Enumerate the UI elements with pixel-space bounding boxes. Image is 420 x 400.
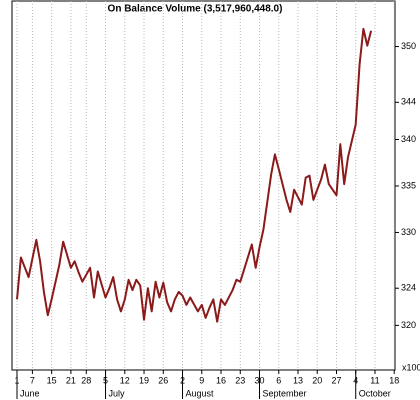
x-tick-label: 28 xyxy=(81,375,91,385)
month-label: October xyxy=(359,388,391,398)
y-tick-label: 330 xyxy=(401,227,416,237)
y-tick-label: 320 xyxy=(401,320,416,330)
x-tick-label: 12 xyxy=(120,375,130,385)
y-unit: x100 xyxy=(402,362,420,372)
x-tick-label: 16 xyxy=(216,375,226,385)
x-tick-label: 11 xyxy=(370,375,379,385)
data-line xyxy=(16,27,373,323)
x-tick-label: 19 xyxy=(139,375,149,385)
y-tick-label: 340 xyxy=(401,134,416,144)
x-tick-label: 27 xyxy=(331,375,341,385)
x-tick-label: 6 xyxy=(276,375,281,385)
y-tick-label: 350 xyxy=(401,41,416,51)
x-tick-label: 18 xyxy=(389,375,399,385)
month-label: September xyxy=(263,388,307,398)
month-label: June xyxy=(20,388,40,398)
chart-title: On Balance Volume (3,517,960,448.0) xyxy=(108,4,283,15)
x-tick-label: 13 xyxy=(293,375,303,385)
x-tick-label: 7 xyxy=(30,375,35,385)
x-tick-label: 23 xyxy=(235,375,245,385)
y-tick-label: 335 xyxy=(401,180,416,190)
x-tick-label: 20 xyxy=(312,375,322,385)
x-tick-label: 26 xyxy=(158,375,168,385)
y-tick-label: 324 xyxy=(401,283,416,293)
x-tick-label: 9 xyxy=(199,375,204,385)
x-tick-label: 21 xyxy=(66,375,76,385)
x-tick-label: 15 xyxy=(47,375,57,385)
month-label: July xyxy=(109,388,126,398)
month-label: August xyxy=(186,388,215,398)
y-tick-label: 344 xyxy=(401,97,416,107)
